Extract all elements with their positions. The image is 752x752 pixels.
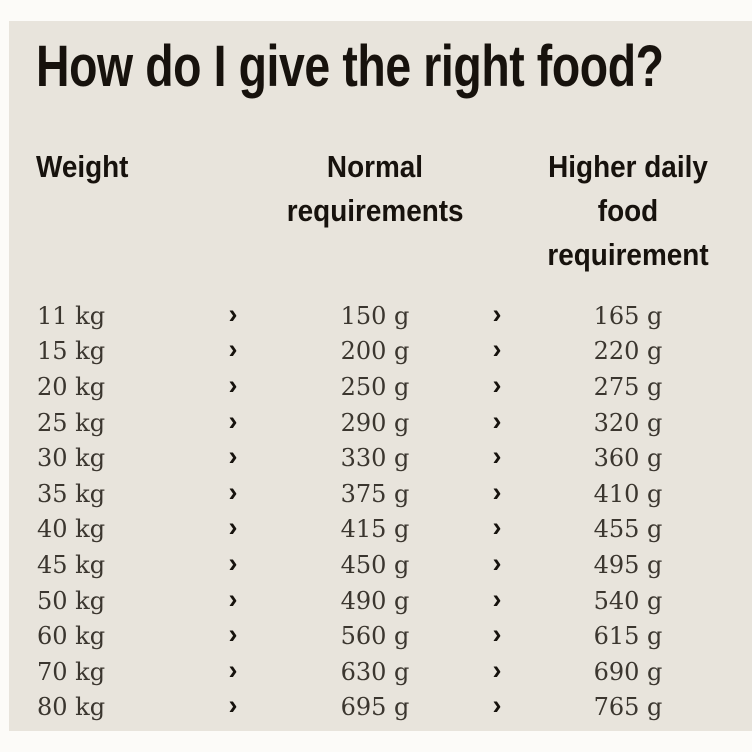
table-row: 35 kg › 375 g › 410 g	[9, 476, 752, 512]
table-row: 30 kg › 330 g › 360 g	[9, 440, 752, 476]
normal-requirement-cell: 200 g	[340, 337, 410, 366]
column-header-weight-label: Weight	[36, 149, 129, 184]
chevron-right-icon: ›	[228, 583, 238, 614]
normal-requirement-cell: 375 g	[340, 479, 410, 508]
table-header-row: Weight Normal requirements Higher daily …	[9, 145, 752, 277]
chevron-right-icon: ›	[492, 405, 502, 436]
normal-requirement-cell: 630 g	[340, 657, 410, 686]
column-header-normal-requirements-label: Normal requirements	[286, 149, 464, 228]
table-row: 11 kg › 150 g › 165 g	[9, 298, 752, 334]
weight-cell: 35 kg	[37, 479, 106, 508]
chevron-right-icon: ›	[228, 690, 238, 721]
chevron-right-icon: ›	[492, 690, 502, 721]
page-title-text: How do I give the right food?	[36, 34, 664, 99]
column-header-weight: Weight	[9, 145, 189, 277]
table-row: 40 kg › 415 g › 455 g	[9, 512, 752, 548]
higher-requirement-cell: 320 g	[593, 408, 663, 437]
weight-cell: 45 kg	[37, 550, 106, 579]
higher-requirement-cell: 410 g	[593, 479, 663, 508]
higher-requirement-cell: 615 g	[593, 622, 663, 651]
chevron-right-icon: ›	[228, 369, 238, 400]
higher-requirement-cell: 275 g	[593, 372, 663, 401]
chevron-right-icon: ›	[228, 547, 238, 578]
table-row: 80 kg › 695 g › 765 g	[9, 690, 752, 726]
table-row: 70 kg › 630 g › 690 g	[9, 654, 752, 690]
normal-requirement-cell: 450 g	[340, 550, 410, 579]
chevron-right-icon: ›	[228, 619, 238, 650]
normal-requirement-cell: 150 g	[340, 301, 410, 330]
higher-requirement-cell: 455 g	[593, 515, 663, 544]
weight-cell: 70 kg	[37, 657, 106, 686]
table-body: 11 kg › 150 g › 165 g 15 kg › 200 g › 22…	[9, 298, 752, 725]
chevron-right-icon: ›	[492, 619, 502, 650]
normal-requirement-cell: 290 g	[340, 408, 410, 437]
table-row: 25 kg › 290 g › 320 g	[9, 405, 752, 441]
chevron-right-icon: ›	[492, 298, 502, 329]
table-row: 60 kg › 560 g › 615 g	[9, 618, 752, 654]
chevron-right-icon: ›	[228, 405, 238, 436]
chevron-right-icon: ›	[228, 334, 238, 365]
normal-requirement-cell: 560 g	[340, 622, 410, 651]
chevron-right-icon: ›	[492, 476, 502, 507]
higher-requirement-cell: 165 g	[593, 301, 663, 330]
chevron-right-icon: ›	[492, 512, 502, 543]
weight-cell: 50 kg	[37, 586, 106, 615]
normal-requirement-cell: 250 g	[340, 372, 410, 401]
higher-requirement-cell: 495 g	[593, 550, 663, 579]
chevron-right-icon: ›	[228, 298, 238, 329]
chevron-right-icon: ›	[228, 512, 238, 543]
table-row: 20 kg › 250 g › 275 g	[9, 369, 752, 405]
table-row: 50 kg › 490 g › 540 g	[9, 583, 752, 619]
weight-cell: 15 kg	[37, 337, 106, 366]
normal-requirement-cell: 695 g	[340, 693, 410, 722]
normal-requirement-cell: 415 g	[340, 515, 410, 544]
chevron-right-icon: ›	[492, 334, 502, 365]
food-guide-panel: How do I give the right food? Weight Nor…	[9, 21, 752, 731]
weight-cell: 40 kg	[37, 515, 106, 544]
weight-cell: 80 kg	[37, 693, 106, 722]
table-row: 15 kg › 200 g › 220 g	[9, 334, 752, 370]
weight-cell: 30 kg	[37, 444, 106, 473]
normal-requirement-cell: 330 g	[340, 444, 410, 473]
chevron-right-icon: ›	[492, 547, 502, 578]
normal-requirement-cell: 490 g	[340, 586, 410, 615]
column-header-higher-daily-food-requirement-label: Higher daily food requirement	[547, 149, 709, 272]
higher-requirement-cell: 765 g	[593, 693, 663, 722]
chevron-right-icon: ›	[492, 441, 502, 472]
chevron-right-icon: ›	[228, 441, 238, 472]
column-header-normal-requirements: Normal requirements	[277, 145, 473, 277]
table-row: 45 kg › 450 g › 495 g	[9, 547, 752, 583]
chevron-right-icon: ›	[492, 369, 502, 400]
page-title: How do I give the right food?	[36, 33, 752, 100]
chevron-right-icon: ›	[492, 654, 502, 685]
higher-requirement-cell: 220 g	[593, 337, 663, 366]
chevron-right-icon: ›	[228, 654, 238, 685]
chevron-right-icon: ›	[492, 583, 502, 614]
column-header-higher-daily-food-requirement: Higher daily food requirement	[521, 145, 735, 277]
weight-cell: 20 kg	[37, 372, 106, 401]
weight-cell: 11 kg	[37, 301, 106, 330]
weight-cell: 25 kg	[37, 408, 106, 437]
higher-requirement-cell: 360 g	[593, 444, 663, 473]
chevron-right-icon: ›	[228, 476, 238, 507]
higher-requirement-cell: 540 g	[593, 586, 663, 615]
weight-cell: 60 kg	[37, 622, 106, 651]
higher-requirement-cell: 690 g	[593, 657, 663, 686]
